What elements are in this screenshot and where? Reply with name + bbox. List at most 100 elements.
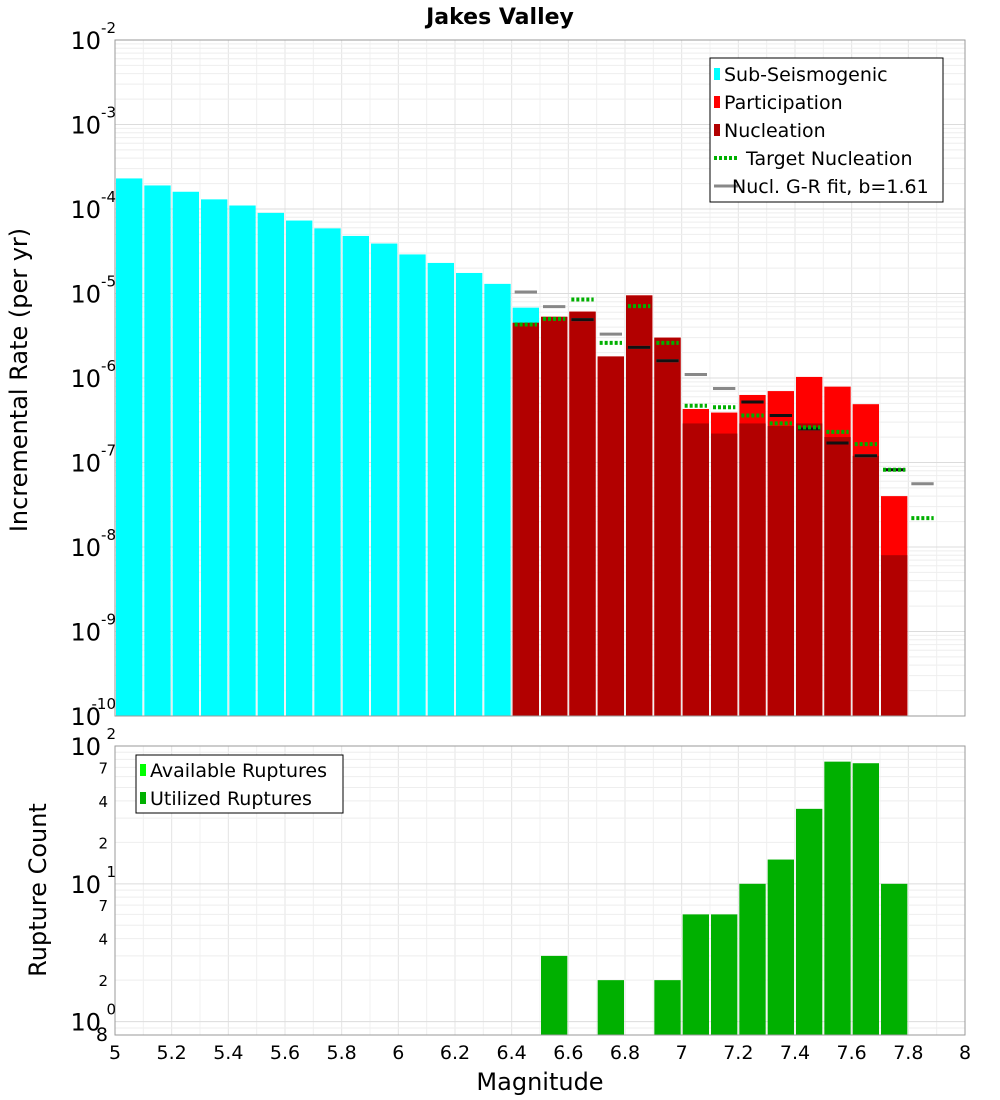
y-tick-base: 10: [70, 196, 101, 224]
x-tick-label: 6: [392, 1042, 404, 1064]
legend-label: Target Nucleation: [745, 148, 913, 170]
y-tick-exponent: -7: [101, 442, 116, 460]
sub-seismogenic-bar: [286, 220, 313, 716]
legend-label: Nucleation: [724, 120, 826, 142]
y-minor-tick-label: 7: [98, 897, 108, 915]
nucleation-bar: [739, 423, 766, 716]
sub-seismogenic-bar: [456, 272, 483, 716]
y-tick-base: 10: [70, 281, 101, 309]
y-tick-base: 10: [70, 703, 101, 731]
y-tick-base: 10: [70, 27, 101, 55]
x-tick-label: 5.2: [157, 1042, 187, 1064]
nucleation-bar: [824, 437, 851, 716]
sub-seismogenic-bar: [144, 185, 171, 717]
legend-swatch: [140, 764, 146, 776]
nucleation-bar: [881, 555, 908, 716]
x-tick-label: 5.8: [327, 1042, 357, 1064]
x-tick-label: 7.8: [893, 1042, 923, 1064]
x-tick-label: 6.8: [610, 1042, 640, 1064]
utilized-ruptures-bar: [541, 955, 568, 1035]
x-tick-label: 5: [109, 1042, 121, 1064]
x-tick-label: 7.2: [723, 1042, 753, 1064]
y-tick-base: 10: [70, 450, 101, 478]
y-tick-exponent: -6: [101, 357, 116, 375]
nucleation-bar: [852, 455, 879, 716]
y-tick-exponent: -8: [101, 526, 116, 544]
utilized-ruptures-bar: [881, 883, 908, 1035]
top-plot-frame: [114, 39, 966, 717]
y-tick-base: 10: [70, 871, 101, 899]
y-tick-exponent: -2: [101, 19, 116, 37]
y-tick-exponent: -5: [101, 273, 116, 291]
legend-box: [709, 57, 944, 203]
bottom-y-axis-title: Rupture Count: [24, 803, 52, 977]
x-tick-label: 6.2: [440, 1042, 470, 1064]
x-axis-title: Magnitude: [476, 1068, 603, 1096]
top-legend: Sub-Seismogenic Participation Nucleation Ta…: [709, 57, 944, 203]
bottom-plot-frame: [114, 745, 966, 1036]
utilized-ruptures-bar: [654, 980, 681, 1035]
legend-swatch: [714, 124, 720, 136]
x-tick-label: 7.4: [780, 1042, 810, 1064]
legend-label: Nucl. G-R fit, b=1.61: [732, 176, 929, 198]
sub-seismogenic-bar: [172, 191, 199, 717]
nucleation-bar: [767, 426, 794, 716]
y-minor-tick-label: 2: [98, 834, 108, 852]
legend-label: Utilized Ruptures: [150, 788, 312, 810]
x-tick-label: 5.4: [213, 1042, 243, 1064]
bottom-grid: [115, 746, 966, 1036]
sub-seismogenic-bar: [427, 262, 454, 716]
y-tick-base: 10: [70, 1009, 101, 1037]
legend-label: Participation: [724, 92, 843, 114]
x-tick-label: 6.4: [497, 1042, 527, 1064]
sub-seismogenic-bar: [484, 283, 511, 716]
x-tick-label: 7.6: [837, 1042, 867, 1064]
x-tick-label: 7: [676, 1042, 688, 1064]
legend-label: Available Ruptures: [150, 760, 327, 782]
nucleation-bar: [682, 423, 709, 716]
y-tick-base: 10: [70, 733, 101, 761]
sub-seismogenic-bar: [116, 178, 143, 717]
legend-swatch: [714, 68, 720, 80]
x-tick-label: 8: [959, 1042, 971, 1064]
sub-seismogenic-bar: [314, 228, 341, 716]
top-y-axis-title: Incremental Rate (per yr): [5, 228, 33, 532]
sub-seismogenic-bar: [257, 212, 284, 716]
y-tick-exponent: -3: [101, 104, 116, 122]
sub-seismogenic-bar: [399, 254, 426, 716]
nucleation-bar: [569, 311, 596, 716]
nucleation-bar: [541, 316, 568, 716]
y-tick-exponent: -10: [92, 695, 117, 713]
y-tick-base: 10: [70, 534, 101, 562]
chart-title: Jakes Valley: [424, 5, 574, 30]
sub-seismogenic-bar: [342, 235, 369, 716]
x-tick-label: 6.6: [553, 1042, 583, 1064]
sub-seismogenic-bar: [229, 205, 256, 716]
x-tick-labels: 5 5.2 5.4 5.6 5.8 6 6.2 6.4 6.6 6.8 7 7.2 7.4 7.6 7.8 8: [109, 1042, 971, 1064]
y-minor-tick-label: 4: [98, 931, 108, 949]
y-tick-exponent: 2: [106, 725, 116, 743]
legend-box: [135, 754, 344, 814]
utilized-ruptures-bar: [711, 914, 738, 1035]
nucleation-bar: [626, 295, 653, 716]
bottom-legend: Available Ruptures Utilized Ruptures: [135, 754, 344, 814]
nucleation-bar: [597, 356, 624, 716]
utilized-ruptures-bar: [739, 883, 766, 1035]
nucleation-bar: [796, 423, 823, 716]
y-minor-tick-label: 7: [98, 759, 108, 777]
y-tick-exponent: -9: [101, 611, 116, 629]
top-bars: [116, 178, 908, 717]
legend-swatch: [714, 96, 720, 108]
utilized-ruptures-bar: [597, 980, 624, 1035]
y-minor-tick-label: 2: [98, 972, 108, 990]
utilized-ruptures-bar: [682, 914, 709, 1035]
utilized-ruptures-bar: [824, 761, 851, 1035]
utilized-ruptures-bar: [767, 859, 794, 1035]
top-line-segments: [514, 290, 934, 521]
nucleation-bar: [512, 322, 539, 716]
legend-label: Sub-Seismogenic: [724, 64, 888, 86]
y-tick-base: 10: [70, 365, 101, 393]
y-tick-base: 10: [70, 619, 101, 647]
y-tick-base: 10: [70, 112, 101, 140]
